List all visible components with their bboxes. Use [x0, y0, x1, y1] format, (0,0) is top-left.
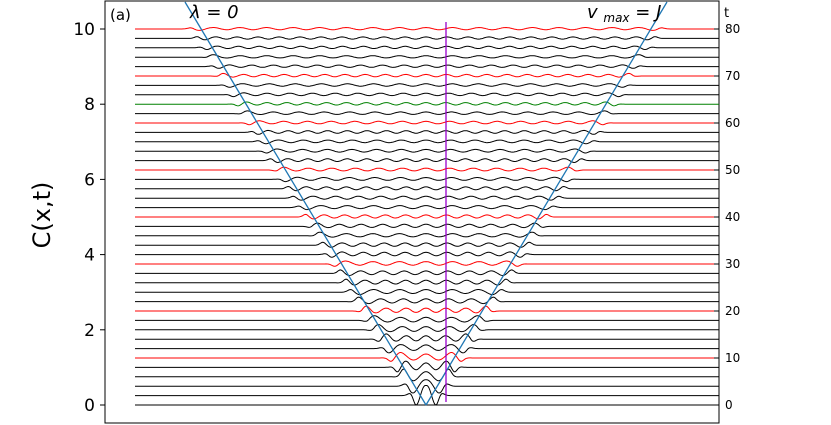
trace-line-t12: [135, 344, 719, 354]
t-tick-label: 70: [725, 69, 740, 83]
trace-line-t38: [135, 222, 719, 229]
y-axis-label: C(x,t): [28, 182, 56, 249]
trace-line-t54: [135, 148, 719, 154]
trace-line-t70: [135, 72, 719, 78]
t-axis-label: t: [724, 6, 729, 21]
trace-line-t76: [135, 45, 719, 51]
y-tick-label: 2: [84, 321, 95, 341]
trace-line-t36: [135, 231, 719, 238]
trace-line-t78: [135, 36, 719, 41]
trace-line-t6: [135, 368, 719, 382]
trace-line-t32: [135, 251, 719, 258]
trace-series: [135, 26, 719, 406]
right-cone-annotation-sub: max: [603, 11, 630, 25]
trace-line-t14: [135, 333, 719, 342]
trace-line-t52: [135, 158, 719, 164]
trace-line-t44: [135, 195, 719, 201]
trace-line-t68: [135, 83, 719, 88]
t-tick-label: 30: [725, 257, 740, 271]
t-tick-label: 80: [725, 22, 740, 36]
y-tick-label: 4: [84, 246, 95, 266]
trace-line-t20: [135, 305, 719, 314]
trace-line-t72: [135, 64, 719, 69]
panel-label: (a): [110, 6, 131, 24]
trace-line-t80: [135, 26, 719, 31]
left-cone-annotation: λ = 0: [189, 2, 239, 23]
t-axis-ticks: 0 10 20 30 40 50 60 70 80: [714, 22, 740, 412]
right-cone-annotation-main: v: [587, 2, 598, 23]
trace-line-t50: [135, 166, 719, 172]
trace-line-t62: [135, 110, 719, 115]
trace-line-t10: [135, 352, 719, 362]
trace-line-t46: [135, 185, 719, 192]
t-tick-label: 40: [725, 210, 740, 224]
t-tick-label: 50: [725, 163, 740, 177]
t-tick-label: 0: [725, 398, 733, 412]
trace-line-t16: [135, 323, 719, 333]
t-tick-label: 10: [725, 351, 740, 365]
trace-line-t22: [135, 296, 719, 305]
right-cone-annotation-rest: = J: [635, 2, 661, 23]
trace-line-t18: [135, 315, 719, 323]
trace-line-t24: [135, 288, 719, 296]
trace-line-t64: [135, 101, 719, 107]
trace-line-t60: [135, 120, 719, 126]
y-tick-label: 6: [84, 170, 95, 190]
t-tick-label: 60: [725, 116, 740, 130]
right-cone-annotation: v max = J: [587, 2, 661, 27]
trace-line-t56: [135, 139, 719, 145]
trace-line-t42: [135, 205, 719, 211]
left-lightcone-line: [184, 1, 427, 406]
trace-line-t8: [135, 360, 719, 373]
trace-line-t30: [135, 260, 719, 267]
trace-line-t28: [135, 269, 719, 277]
y-tick-label: 10: [73, 20, 95, 40]
trace-line-t40: [135, 213, 719, 220]
y-tick-label: 0: [84, 396, 95, 416]
trace-line-t58: [135, 129, 719, 135]
trace-line-t66: [135, 92, 719, 98]
trace-line-t4: [135, 379, 719, 394]
y-tick-label: 8: [84, 95, 95, 115]
y-axis-ticks: 0 2 4 6 8 10: [73, 20, 105, 416]
trace-line-t48: [135, 176, 719, 183]
trace-line-t74: [135, 54, 719, 59]
right-lightcone-line: [425, 1, 668, 406]
t-tick-label: 20: [725, 304, 740, 318]
plot-frame: [104, 0, 720, 424]
trace-line-t2: [135, 385, 719, 406]
trace-line-t34: [135, 241, 719, 248]
light-cone: [184, 1, 668, 406]
trace-line-t26: [135, 278, 719, 286]
